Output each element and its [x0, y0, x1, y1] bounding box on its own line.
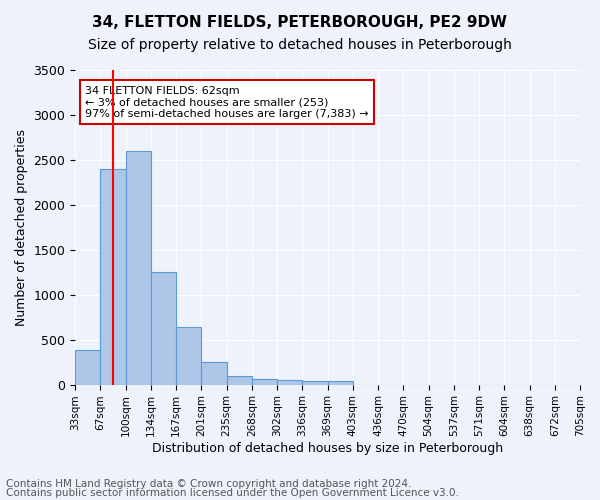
Bar [100, 169, 125, 384]
Bar [328, 382, 353, 384]
Bar [125, 151, 151, 384]
Bar [252, 379, 277, 384]
Text: Contains public sector information licensed under the Open Government Licence v3: Contains public sector information licen… [6, 488, 459, 498]
Text: 34 FLETTON FIELDS: 62sqm
← 3% of detached houses are smaller (253)
97% of semi-d: 34 FLETTON FIELDS: 62sqm ← 3% of detache… [85, 86, 369, 119]
Bar [302, 381, 328, 384]
Text: Contains HM Land Registry data © Crown copyright and database right 2024.: Contains HM Land Registry data © Crown c… [6, 479, 412, 489]
X-axis label: Distribution of detached houses by size in Peterborough: Distribution of detached houses by size … [152, 442, 503, 455]
Text: Size of property relative to detached houses in Peterborough: Size of property relative to detached ho… [88, 38, 512, 52]
Bar [277, 380, 302, 384]
Bar [227, 376, 252, 384]
Text: 34, FLETTON FIELDS, PETERBOROUGH, PE2 9DW: 34, FLETTON FIELDS, PETERBOROUGH, PE2 9D… [92, 15, 508, 30]
Bar [75, 350, 100, 384]
Bar [176, 327, 202, 384]
Y-axis label: Number of detached properties: Number of detached properties [15, 129, 28, 326]
Bar [151, 272, 176, 384]
Bar [202, 362, 227, 384]
